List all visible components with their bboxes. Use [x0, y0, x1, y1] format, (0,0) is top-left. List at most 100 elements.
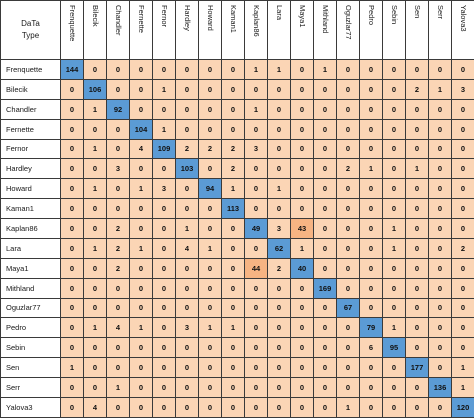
matrix-cell: 0 — [313, 377, 337, 398]
matrix-cell: 0 — [405, 277, 429, 299]
matrix-cell: 0 — [428, 277, 452, 299]
matrix-cell: 0 — [198, 118, 222, 140]
row-header-label: Oguzlar77 — [0, 297, 61, 319]
column-header: Kaplan86 — [244, 0, 268, 60]
column-header: Sen — [405, 0, 429, 60]
matrix-cell: 0 — [175, 59, 199, 80]
matrix-cell: 0 — [405, 317, 429, 339]
matrix-cell: 0 — [221, 59, 245, 80]
matrix-cell: 0 — [428, 317, 452, 339]
matrix-cell: 0 — [382, 178, 406, 200]
matrix-cell: 0 — [336, 257, 360, 279]
matrix-cell: 0 — [428, 98, 452, 120]
matrix-cell: 0 — [129, 377, 153, 398]
matrix-cell: 0 — [129, 396, 153, 418]
matrix-cell: 0 — [451, 337, 474, 359]
matrix-cell: 0 — [313, 237, 337, 259]
matrix-cell: 0 — [129, 198, 153, 219]
table-row: Mithland 0 0 0 0 0 0 0 0 0 0 0 169 0 0 0 0 0 0 — [0, 277, 474, 299]
matrix-cell: 1 — [451, 357, 474, 378]
diagonal-cell: 40 — [290, 257, 314, 279]
matrix-cell: 0 — [60, 158, 84, 180]
matrix-cell: 0 — [244, 198, 268, 219]
matrix-cell: 0 — [382, 277, 406, 299]
matrix-cell: 3 — [152, 178, 176, 200]
matrix-cell: 0 — [60, 118, 84, 140]
matrix-cell: 0 — [336, 317, 360, 339]
corner-label-line1: DaTa — [21, 19, 40, 28]
matrix-cell: 1 — [152, 78, 176, 100]
matrix-cell: 0 — [290, 337, 314, 359]
matrix-cell: 0 — [83, 357, 107, 378]
matrix-cell: 0 — [175, 297, 199, 319]
matrix-cell: 2 — [106, 257, 130, 279]
matrix-cell: 0 — [129, 158, 153, 180]
matrix-cell: 0 — [221, 118, 245, 140]
matrix-cell: 0 — [83, 257, 107, 279]
column-header-label: Howard — [205, 5, 215, 31]
matrix-cell: 3 — [106, 158, 130, 180]
matrix-cell: 0 — [451, 277, 474, 299]
matrix-cell: 0 — [244, 178, 268, 200]
table-row: Lara 0 1 2 1 0 4 1 0 0 62 1 0 0 0 1 0 0 2 — [0, 237, 474, 259]
matrix-cell: 0 — [451, 138, 474, 160]
diagonal-cell: 177 — [405, 357, 429, 378]
column-header: Sebin — [382, 0, 406, 60]
matrix-cell: 0 — [313, 317, 337, 339]
diagonal-cell: 92 — [106, 98, 130, 120]
matrix-cell: 0 — [152, 297, 176, 319]
matrix-cell: 0 — [106, 59, 130, 80]
matrix-cell: 0 — [152, 257, 176, 279]
matrix-cell: 0 — [405, 237, 429, 259]
matrix-cell: 0 — [198, 158, 222, 180]
row-header-label: Sebin — [0, 337, 61, 359]
row-header-label: Howard — [0, 178, 61, 200]
matrix-cell: 0 — [405, 297, 429, 319]
column-header-row: DaTa Type Frenquette Bilecik Chandler Ferne… — [0, 0, 474, 60]
row-header-label: Maya1 — [0, 257, 61, 279]
matrix-cell: 0 — [405, 138, 429, 160]
matrix-cell: 0 — [244, 237, 268, 259]
row-header-label: Fernette — [0, 118, 61, 140]
column-header: Hardley — [175, 0, 199, 60]
matrix-cell: 0 — [382, 396, 406, 418]
matrix-cell: 0 — [221, 78, 245, 100]
row-header-label: Kaplan86 — [0, 218, 61, 239]
matrix-cell: 4 — [83, 396, 107, 418]
matrix-cell: 0 — [60, 138, 84, 160]
matrix-cell: 3 — [175, 317, 199, 339]
matrix-cell: 0 — [405, 396, 429, 418]
matrix-cell: 0 — [290, 357, 314, 378]
matrix-cell: 0 — [313, 78, 337, 100]
column-header: Howard — [198, 0, 222, 60]
column-header-label: Serr — [435, 5, 445, 20]
matrix-cell: 0 — [244, 357, 268, 378]
matrix-cell: 0 — [359, 277, 383, 299]
column-header: Fernette — [129, 0, 153, 60]
row-header-label: Fernor — [0, 138, 61, 160]
matrix-cell: 0 — [60, 237, 84, 259]
matrix-cell: 0 — [152, 218, 176, 239]
matrix-cell: 0 — [152, 59, 176, 80]
matrix-cell: 0 — [267, 297, 291, 319]
matrix-cell: 0 — [175, 377, 199, 398]
matrix-cell: 1 — [221, 178, 245, 200]
matrix-cell: 0 — [290, 317, 314, 339]
matrix-cell: 0 — [359, 138, 383, 160]
matrix-cell: 1 — [83, 98, 107, 120]
matrix-cell: 0 — [290, 138, 314, 160]
matrix-cell: 0 — [359, 59, 383, 80]
diagonal-cell: 120 — [451, 396, 474, 418]
matrix-cell: 0 — [336, 178, 360, 200]
column-header-label: Fernor — [159, 5, 169, 28]
matrix-cell: 0 — [129, 59, 153, 80]
matrix-cell: 1 — [106, 377, 130, 398]
matrix-cell: 0 — [221, 98, 245, 120]
table-row: Serr 0 0 1 0 0 0 0 0 0 0 0 0 0 0 0 0 136 1 — [0, 377, 474, 398]
table-row: Sen 1 0 0 0 0 0 0 0 0 0 0 0 0 0 0 177 0 1 — [0, 357, 474, 378]
column-header-label: Pedro — [366, 5, 376, 26]
matrix-cell: 4 — [175, 237, 199, 259]
table-row: Hardley 0 0 3 0 0 103 0 2 0 0 0 0 2 1 0 1 0 0 — [0, 158, 474, 180]
matrix-cell: 1 — [336, 396, 360, 418]
column-header-label: Bilecik — [90, 5, 100, 27]
